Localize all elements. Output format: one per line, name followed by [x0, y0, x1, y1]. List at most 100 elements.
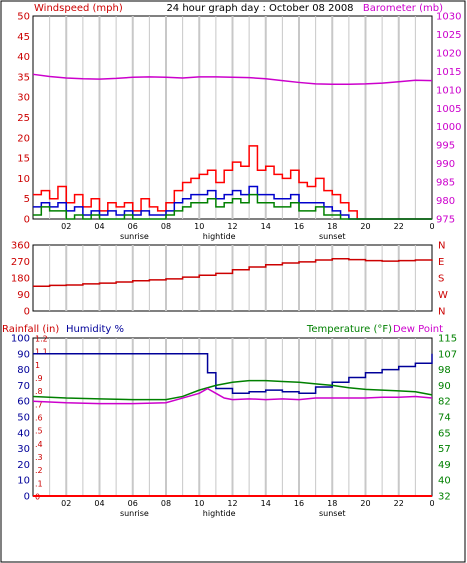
temperature-tick-label: 98: [438, 365, 451, 376]
x-tick-label: 02: [61, 222, 71, 231]
barometer-tick-label: 1015: [436, 67, 461, 78]
humidity-tick-label: 90: [17, 349, 30, 360]
humidity-tick-label: 70: [17, 381, 30, 392]
barometer-tick-label: 975: [436, 215, 455, 226]
barometer-tick-label: 1020: [436, 48, 461, 59]
windspeed-tick-label: 40: [17, 52, 30, 63]
temperature-tick-label: 74: [438, 413, 451, 424]
windspeed-tick-label: 5: [24, 194, 30, 205]
series-wind: [33, 193, 432, 220]
direction-tick-label: 180: [11, 274, 30, 285]
x-tick-label: 22: [394, 222, 404, 231]
windspeed-tick-label: 35: [17, 72, 30, 83]
compass-label: N: [438, 241, 445, 252]
humidity-tick-label: 30: [17, 444, 30, 455]
x-tick-label: 08: [161, 222, 171, 231]
series-dew-point: [32, 387, 433, 405]
humidity-tick-label: 10: [17, 476, 30, 487]
x-tick-label: 10: [194, 499, 204, 508]
barometer-tick-label: 1000: [436, 122, 461, 133]
temperature-tick-label: 32: [438, 492, 451, 503]
barometer-axis-title: Barometer (mb): [363, 3, 443, 14]
chart-title: 24 hour graph day : October 08 2008: [166, 3, 353, 14]
barometer-tick-label: 980: [436, 196, 455, 207]
x-tick-label: 0: [429, 222, 434, 231]
series-gust: [33, 145, 432, 220]
x-tick-label: 02: [61, 499, 71, 508]
barometer-tick-label: 1025: [436, 30, 461, 41]
x-tick-label: 16: [294, 222, 304, 231]
barometer-tick-label: 985: [436, 178, 455, 189]
x-tick-label: 22: [394, 499, 404, 508]
event-label-sunrise: sunrise: [120, 232, 149, 241]
compass-label: N: [438, 307, 445, 318]
temperature-tick-label: 57: [438, 444, 451, 455]
x-tick-label: 20: [360, 499, 370, 508]
humidity-tick-label: 40: [17, 428, 30, 439]
temperature-tick-label: 82: [438, 397, 451, 408]
rainfall-tick-label: 1: [35, 361, 40, 370]
humidity-tick-label: 50: [17, 413, 30, 424]
event-label-sunset: sunset: [319, 232, 346, 241]
temperature-tick-label: 65: [438, 428, 451, 439]
humidity-tick-label: 100: [11, 334, 30, 345]
rainfall-tick-label: .4: [35, 440, 43, 449]
humidity-tick-label: 20: [17, 460, 30, 471]
direction-tick-label: 90: [17, 290, 30, 301]
event-label-sunrise: sunrise: [120, 509, 149, 518]
series-temperature-f-: [32, 379, 433, 401]
barometer-tick-label: 1030: [436, 12, 461, 23]
direction-tick-label: 360: [11, 241, 30, 252]
temperature-tick-label: 90: [438, 381, 451, 392]
rainfall-tick-label: .3: [35, 453, 43, 462]
compass-label: E: [438, 257, 444, 268]
humidity-tick-label: 60: [17, 397, 30, 408]
rainfall-tick-label: 1.1: [35, 348, 48, 357]
rainfall-tick-label: .2: [35, 466, 43, 475]
windspeed-tick-label: 50: [17, 12, 30, 23]
x-tick-label: 06: [128, 499, 138, 508]
temperature-tick-label: 49: [438, 460, 451, 471]
x-tick-label: 12: [227, 499, 237, 508]
barometer-tick-label: 1010: [436, 85, 461, 96]
wind-barometer-panel: 0510152025303540455097598098599099510001…: [17, 12, 461, 242]
event-label-hightide: hightide: [203, 232, 236, 241]
direction-tick-label: 270: [11, 257, 30, 268]
windspeed-tick-label: 0: [24, 215, 30, 226]
dewpoint-axis-title: Dew Point: [393, 324, 443, 335]
windspeed-tick-label: 45: [17, 32, 30, 43]
series-humidity-: [33, 353, 433, 395]
humidity-tick-label: 0: [24, 492, 30, 503]
x-tick-label: 10: [194, 222, 204, 231]
rainfall-tick-label: .7: [35, 400, 43, 409]
barometer-tick-label: 1005: [436, 104, 461, 115]
barometer-tick-label: 990: [436, 159, 455, 170]
x-tick-label: 20: [360, 222, 370, 231]
humidity-axis-title: Humidity %: [66, 324, 124, 335]
x-tick-label: 14: [261, 222, 271, 231]
rainfall-tick-label: .5: [35, 427, 43, 436]
x-tick-label: 16: [294, 499, 304, 508]
windspeed-tick-label: 10: [17, 174, 30, 185]
direction-tick-label: 0: [24, 307, 30, 318]
rainfall-tick-label: 1.2: [35, 335, 48, 344]
event-label-hightide: hightide: [203, 509, 236, 518]
temperature-tick-label: 107: [438, 349, 457, 360]
temperature-tick-label: 115: [438, 334, 457, 345]
humidity-tick-label: 80: [17, 365, 30, 376]
rainfall-tick-label: .1: [35, 479, 43, 488]
x-tick-label: 14: [261, 499, 271, 508]
compass-label: S: [438, 274, 444, 285]
barometer-tick-label: 995: [436, 141, 455, 152]
x-tick-label: 0: [429, 499, 434, 508]
x-tick-label: 04: [94, 222, 104, 231]
windspeed-tick-label: 15: [17, 154, 30, 165]
x-tick-label: 06: [128, 222, 138, 231]
x-tick-label: 08: [161, 499, 171, 508]
compass-label: W: [438, 290, 448, 301]
x-tick-label: 12: [227, 222, 237, 231]
humidity-temperature-panel: 0 10 20 30 40 50 60 70 80 90 100 0 .1 .2 .3 .4 .5 .6 .7 .8.…: [11, 334, 457, 519]
rainfall-tick-label: .8: [35, 387, 43, 396]
event-label-sunset: sunset: [319, 509, 346, 518]
